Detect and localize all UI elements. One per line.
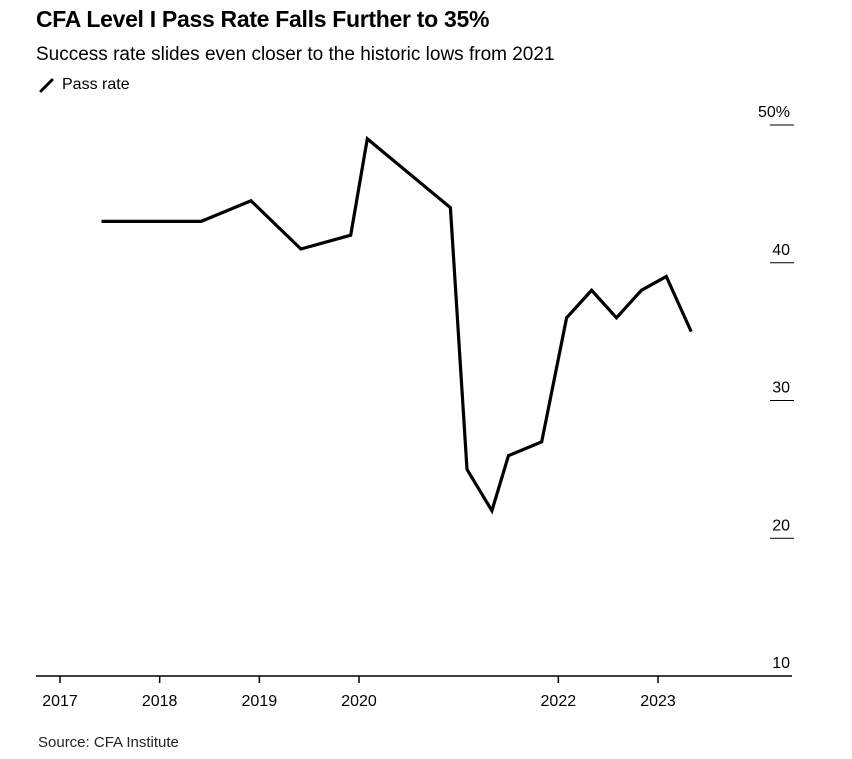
x-tick-label: 2017 — [42, 693, 78, 710]
x-axis: 2017 2018 2019 2020 2022 2023 — [36, 675, 792, 710]
source-note: Source: CFA Institute — [38, 734, 179, 751]
x-tick-label: 2022 — [541, 693, 577, 710]
x-tick-label: 2023 — [640, 693, 676, 710]
y-axis: 10 20 30 40 50% — [758, 104, 794, 672]
chart-title: CFA Level I Pass Rate Falls Further to 3… — [36, 6, 490, 32]
x-tick-label: 2019 — [242, 693, 278, 710]
chart-subtitle: Success rate slides even closer to the h… — [36, 44, 555, 65]
y-tick-label: 40 — [772, 242, 790, 259]
x-tick-label: 2018 — [142, 693, 178, 710]
series-line-pass-rate — [101, 135, 693, 515]
legend: Pass rate — [38, 76, 130, 94]
y-tick-label: 30 — [772, 380, 790, 397]
legend-label: Pass rate — [62, 76, 130, 93]
series-layer — [101, 135, 693, 515]
legend-line-icon — [39, 78, 54, 93]
x-tick-label: 2020 — [341, 693, 377, 710]
y-tick-label: 10 — [772, 655, 790, 672]
y-tick-label: 20 — [772, 517, 790, 534]
y-tick-label: 50% — [758, 104, 790, 121]
